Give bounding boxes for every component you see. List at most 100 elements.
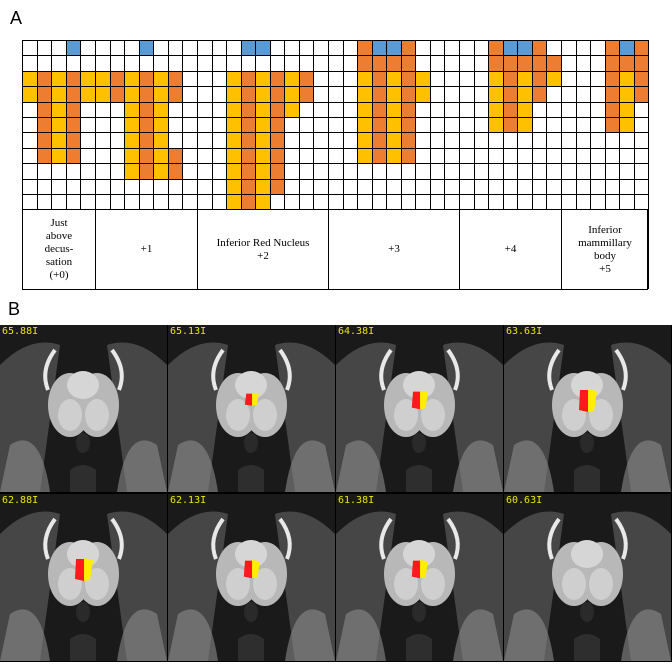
grid-cell — [473, 101, 490, 118]
grid-cell — [633, 132, 649, 149]
grid-cell — [633, 101, 649, 118]
grid-cell — [240, 147, 257, 165]
grid-cell — [473, 132, 490, 149]
grid-cell — [109, 40, 126, 57]
grid-cell — [561, 194, 577, 211]
grid-cell — [255, 194, 271, 211]
grid-cell — [153, 55, 169, 72]
grid-cell — [80, 70, 96, 88]
grid-cell — [211, 40, 228, 57]
grid-cell — [284, 147, 300, 165]
grid-cell — [298, 55, 315, 72]
grid-cell — [357, 147, 373, 165]
mri-slice-label: 64.38I — [338, 326, 375, 337]
grid-cell — [517, 178, 533, 195]
grid-cell — [255, 117, 271, 134]
grid-cell — [575, 101, 591, 118]
grid-cell — [109, 163, 126, 180]
slice-label-0: Just above decus- sation (+0) — [23, 210, 96, 289]
grid-cell — [429, 132, 446, 149]
grid-cell — [561, 132, 577, 149]
grid-cell — [342, 147, 359, 165]
grid-cell — [51, 132, 67, 149]
grid-cell — [167, 117, 184, 134]
grid-cell — [444, 70, 460, 88]
grid-cell — [328, 101, 344, 118]
grid-cell — [22, 194, 38, 211]
grid-cell — [240, 70, 257, 88]
grid-slice-5 — [561, 40, 649, 211]
grid-cell — [575, 163, 591, 180]
grid-cell — [36, 147, 53, 165]
grid-cell — [109, 101, 126, 118]
grid-cell — [240, 55, 257, 72]
grid-cell — [36, 70, 53, 88]
grid-cell — [415, 70, 431, 88]
grid-cell — [386, 40, 402, 57]
grid-cell — [604, 70, 620, 88]
grid-cell — [415, 178, 431, 195]
panel-label-b: B — [8, 299, 21, 319]
grid-cell — [517, 163, 533, 180]
grid-cell — [429, 117, 446, 134]
grid-cell — [284, 194, 300, 211]
grid-cell — [633, 117, 649, 134]
mri-slice-1: 65.13I — [168, 325, 335, 492]
grid-cell — [400, 86, 417, 103]
grid-cell — [298, 163, 315, 180]
grid-cell — [22, 132, 38, 149]
grid-cell — [575, 55, 591, 72]
grid-cell — [371, 70, 388, 88]
grid-cell — [386, 194, 402, 211]
grid-cell — [459, 163, 475, 180]
grid-cell — [51, 163, 67, 180]
grid-cell — [95, 117, 111, 134]
grid-cell — [284, 117, 300, 134]
grid-cell — [517, 40, 533, 57]
grid-cell — [561, 55, 577, 72]
grid-cell — [386, 86, 402, 103]
grid-cell — [328, 132, 344, 149]
grid-cell — [633, 40, 649, 57]
grid-cell — [604, 40, 620, 57]
grid-cell — [473, 86, 490, 103]
grid-cell — [459, 70, 475, 88]
grid-cell — [22, 86, 38, 103]
grid-cell — [313, 147, 329, 165]
grid-cell — [459, 117, 475, 134]
grid-cell — [502, 163, 519, 180]
grid-cell — [153, 163, 169, 180]
grid-cell — [502, 132, 519, 149]
grid-cell — [22, 147, 38, 165]
grid-cell — [211, 101, 228, 118]
grid-cell — [80, 178, 96, 195]
grid-cell — [415, 101, 431, 118]
grid-cell — [473, 163, 490, 180]
grid-cell — [95, 147, 111, 165]
grid-cell — [502, 147, 519, 165]
overlay-yellow — [420, 559, 428, 579]
grid-cell — [328, 194, 344, 211]
grid-cell — [255, 163, 271, 180]
grid-cell — [109, 70, 126, 88]
grid-cell — [429, 55, 446, 72]
grid-cell — [124, 86, 140, 103]
grid-cell — [342, 178, 359, 195]
grid-cell — [36, 117, 53, 134]
grid-cell — [400, 101, 417, 118]
grid-slice-0 — [22, 40, 96, 211]
grid-cell — [459, 147, 475, 165]
grid-cell — [138, 40, 155, 57]
grid-cell — [357, 132, 373, 149]
grid-cell — [226, 178, 242, 195]
grid-cell — [240, 178, 257, 195]
grid-cell — [357, 101, 373, 118]
grid-cell — [531, 86, 548, 103]
grid-cell — [95, 86, 111, 103]
grid-cell — [240, 40, 257, 57]
overlay-red — [579, 390, 588, 412]
grid-cell — [80, 132, 96, 149]
grid-cell — [590, 178, 606, 195]
grid-cell — [357, 194, 373, 211]
grid-cell — [357, 55, 373, 72]
